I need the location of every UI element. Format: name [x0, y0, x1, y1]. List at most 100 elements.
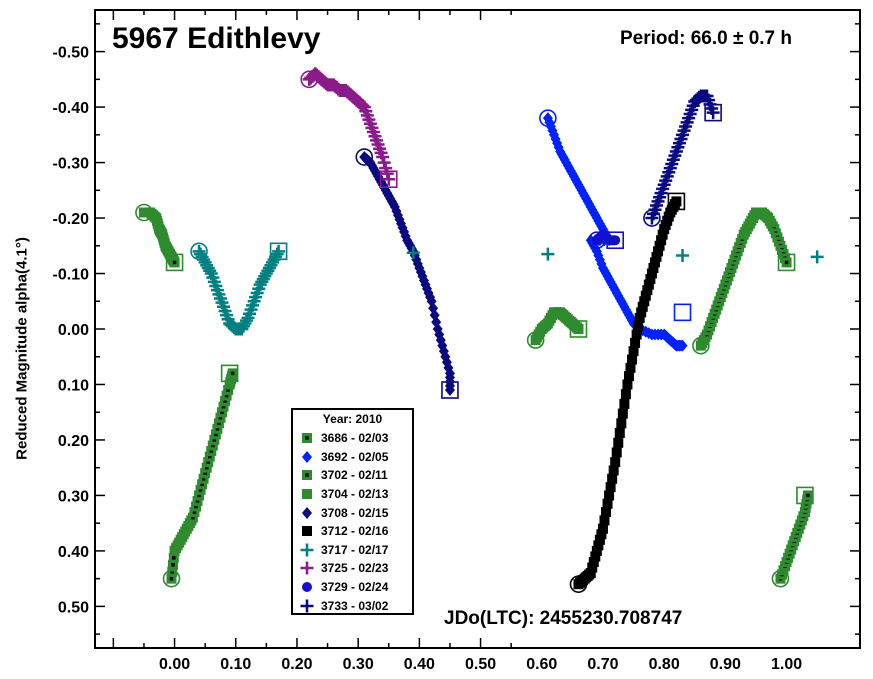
x-tick-label: 0.60 [526, 656, 557, 673]
x-tick-label: 0.30 [343, 656, 374, 673]
end-marker [777, 253, 796, 272]
data-point [604, 490, 615, 501]
data-point-center [214, 432, 218, 437]
data-point [671, 196, 682, 207]
data-point [640, 290, 651, 301]
period-label: Period: 66.0 ± 0.7 h [620, 28, 792, 49]
data-point-center [226, 388, 230, 392]
data-point [613, 437, 624, 448]
y-tick-label: 0.30 [58, 488, 89, 505]
legend-marker-center [305, 473, 309, 478]
data-point [633, 321, 644, 332]
data-point-center [201, 477, 206, 481]
data-point-center [195, 499, 200, 503]
start-marker [526, 331, 545, 349]
legend-symbol-group [302, 582, 312, 593]
legend-item: 3712 - 02/16 [293, 522, 412, 541]
y-tick-label: -0.50 [53, 45, 90, 62]
legend-marker [302, 526, 312, 537]
data-point [628, 346, 639, 357]
data-point [654, 240, 665, 251]
legend-symbol [302, 506, 312, 519]
data-point [622, 379, 633, 390]
data-point [706, 106, 720, 120]
data-point [620, 389, 631, 400]
y-tick-label: 0.00 [58, 322, 89, 339]
legend-item: 3686 - 02/03 [293, 429, 412, 448]
legend-marker [302, 450, 312, 463]
data-point-center [194, 504, 198, 509]
y-axis-label: Reduced Magnitude alpha(4.1°) [13, 237, 31, 460]
legend-symbol-group [300, 599, 314, 613]
x-tick-label: 0.90 [710, 656, 741, 673]
data-point [587, 562, 598, 573]
epoch-label: JDo(LTC): 2455230.708747 [444, 608, 683, 629]
legend-marker [302, 506, 312, 519]
y-tick-label: -0.20 [53, 211, 90, 228]
legend-marker [300, 543, 314, 557]
legend-label: 3725 - 02/23 [321, 561, 389, 576]
legend: Year: 2010 3686 - 02/03 3692 - 02/05 3702 … [291, 408, 414, 615]
data-point [639, 296, 650, 307]
data-point-center [204, 465, 209, 470]
data-point-center [215, 427, 220, 431]
data-point-center [806, 493, 810, 498]
legend-label: 3717 - 02/17 [321, 542, 389, 557]
data-point-center [170, 569, 175, 574]
legend-label: 3712 - 02/16 [321, 524, 389, 539]
data-point [354, 97, 368, 111]
data-point-center [192, 510, 197, 514]
data-point [616, 418, 627, 429]
legend-symbol [302, 450, 312, 463]
series-3702 [692, 207, 796, 355]
data-point [619, 398, 630, 409]
data-point [594, 534, 605, 545]
legend-rows: 3686 - 02/03 3692 - 02/05 3702 - 02/11 3704… [293, 429, 412, 615]
data-point [608, 465, 619, 476]
x-tick-label: 0.70 [587, 656, 618, 673]
series-3708 [355, 148, 459, 399]
data-point [593, 540, 604, 551]
end-marker [379, 170, 398, 189]
legend-item: 3733 - 03/02 [293, 596, 412, 615]
legend-symbol-group [302, 470, 312, 481]
series-segment-3686 [162, 364, 239, 588]
series-segment-3686 [771, 486, 814, 588]
data-point-center [206, 460, 210, 464]
x-tick-label: 0.10 [220, 656, 251, 673]
end-marker [673, 303, 692, 322]
legend-item: 3717 - 02/17 [293, 541, 412, 560]
data-point [272, 244, 286, 258]
start-marker [135, 203, 153, 222]
data-point [590, 551, 601, 562]
data-point-center [171, 563, 175, 567]
end-marker [220, 364, 239, 383]
series-3704 [526, 307, 588, 349]
y-tick-label: -0.40 [53, 100, 90, 117]
data-point [585, 568, 596, 579]
data-point [573, 324, 584, 334]
data-point [597, 523, 608, 534]
legend-symbol [300, 543, 314, 557]
start-marker [162, 569, 181, 588]
y-tick-label: 0.10 [58, 377, 89, 394]
start-marker [355, 148, 374, 166]
end-marker [796, 486, 814, 505]
data-point [239, 314, 253, 328]
data-point [634, 312, 645, 323]
data-point [605, 482, 616, 493]
data-point [382, 172, 396, 186]
data-point [444, 384, 455, 397]
data-point [270, 247, 284, 261]
legend-label: 3702 - 02/11 [321, 468, 388, 483]
data-point-center [191, 515, 195, 520]
data-point-center [218, 416, 223, 420]
legend-item: 3708 - 02/15 [293, 503, 412, 522]
y-tick-label: -0.30 [53, 156, 90, 173]
data-point [610, 235, 621, 246]
x-tick-label: 0.80 [649, 656, 680, 673]
data-point [656, 235, 667, 246]
data-point [591, 545, 602, 556]
legend-marker [302, 582, 312, 593]
